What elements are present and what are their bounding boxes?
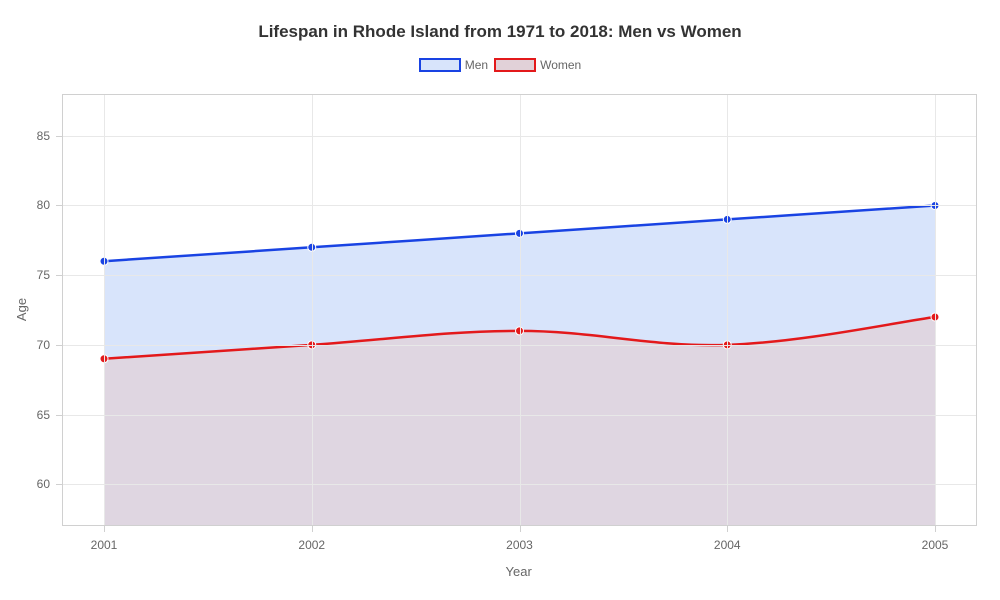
x-axis-title: Year [506, 564, 532, 579]
y-tick-label: 65 [37, 408, 50, 422]
y-tick-label: 75 [37, 268, 50, 282]
x-tick-label: 2001 [91, 538, 118, 552]
plot-border-left [62, 94, 63, 526]
x-tick-mark [727, 526, 728, 532]
y-tick-label: 85 [37, 129, 50, 143]
grid-line-v [935, 94, 936, 526]
legend-swatch-women [494, 58, 536, 72]
grid-line-v [104, 94, 105, 526]
plot-border-right [976, 94, 977, 526]
chart-title: Lifespan in Rhode Island from 1971 to 20… [0, 22, 1000, 42]
y-tick-label: 80 [37, 198, 50, 212]
x-tick-mark [520, 526, 521, 532]
legend-label-women: Women [540, 58, 581, 72]
grid-line-v [727, 94, 728, 526]
x-tick-mark [104, 526, 105, 532]
grid-line-v [520, 94, 521, 526]
chart-container: Lifespan in Rhode Island from 1971 to 20… [0, 0, 1000, 600]
y-tick-label: 70 [37, 338, 50, 352]
legend-item-women[interactable]: Women [494, 58, 581, 72]
plot-border-bottom [62, 525, 977, 526]
plot-border-top [62, 94, 977, 95]
y-axis-title: Age [14, 298, 29, 321]
legend-item-men[interactable]: Men [419, 58, 488, 72]
legend-label-men: Men [465, 58, 488, 72]
grid-line-v [312, 94, 313, 526]
y-tick-label: 60 [37, 477, 50, 491]
legend: Men Women [0, 58, 1000, 72]
legend-swatch-men [419, 58, 461, 72]
plot-area: 60657075808520012002200320042005 [62, 94, 977, 526]
x-tick-label: 2004 [714, 538, 741, 552]
x-tick-label: 2003 [506, 538, 533, 552]
x-tick-label: 2005 [922, 538, 949, 552]
x-tick-label: 2002 [298, 538, 325, 552]
x-tick-mark [935, 526, 936, 532]
x-tick-mark [312, 526, 313, 532]
